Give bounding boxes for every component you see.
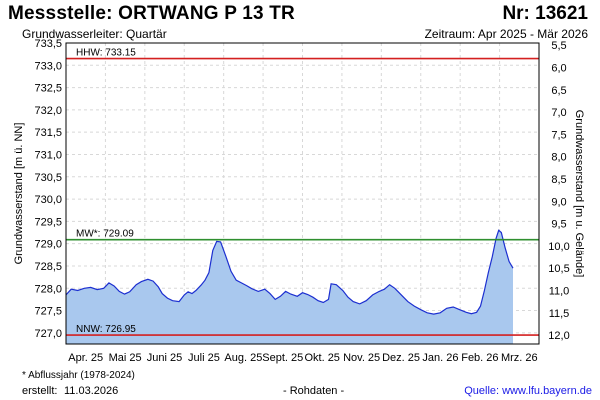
- y-tick-label-right: 6,0: [551, 63, 566, 75]
- x-tick-label: Apr. 25: [68, 352, 103, 364]
- station-number: Nr: 13621: [502, 3, 588, 24]
- created-date: 11.03.2026: [64, 385, 119, 397]
- y-tick-label-left: 730,5: [34, 172, 62, 184]
- y-tick-label-right: 11,0: [549, 285, 570, 297]
- x-tick-label: Aug. 25: [224, 352, 262, 364]
- x-tick-label: Mai 25: [109, 352, 142, 364]
- footnote: * Abflussjahr (1978-2024): [22, 370, 135, 381]
- y-tick-label-right: 11,5: [549, 308, 570, 320]
- y-tick-label-left: 733,5: [34, 38, 62, 50]
- x-tick-label: Okt. 25: [304, 352, 339, 364]
- y-tick-label-right: 6,5: [551, 85, 566, 97]
- plot-frame: [65, 42, 540, 345]
- y-tick-label-right: 8,0: [551, 152, 566, 164]
- y-tick-label-left: 728,5: [34, 261, 62, 273]
- y-tick-label-left: 729,0: [34, 239, 62, 251]
- x-tick-label: Juli 25: [188, 352, 220, 364]
- y-tick-label-right: 12,0: [548, 330, 569, 342]
- x-tick-label: Mrz. 26: [501, 352, 538, 364]
- raw-data-note: - Rohdaten -: [283, 385, 345, 397]
- y-tick-label-right: 8,5: [551, 174, 566, 186]
- y-tick-label-right: 10,5: [548, 263, 569, 275]
- reference-line-label: MW*: 729.09: [76, 229, 134, 240]
- created-label: erstellt:: [22, 385, 58, 397]
- y-axis-title-right: Grundwasserstand [m u. Gelände]: [573, 110, 585, 278]
- x-tick-label: Nov. 25: [343, 352, 380, 364]
- y-tick-label-right: 9,0: [551, 196, 566, 208]
- y-tick-label-left: 729,5: [34, 216, 62, 228]
- y-tick-label-left: 731,5: [34, 127, 62, 139]
- y-tick-label-right: 10,0: [548, 241, 569, 253]
- y-tick-label-left: 727,5: [34, 306, 62, 318]
- x-tick-label: Juni 25: [147, 352, 182, 364]
- y-tick-label-left: 732,0: [34, 105, 62, 117]
- x-tick-label: Sept. 25: [262, 352, 303, 364]
- y-tick-label-left: 730,0: [34, 194, 62, 206]
- y-axis-title-left: Grundwasserstand [m ü. NN]: [13, 123, 25, 265]
- groundwater-line: [65, 229, 514, 315]
- aquifer-label: Grundwasserleiter: Quartär: [22, 27, 167, 41]
- reference-line-label: NNW: 726.95: [76, 324, 136, 335]
- reference-line-label: HHW: 733.15: [76, 48, 136, 59]
- y-tick-label-left: 731,0: [34, 149, 62, 161]
- y-tick-label-left: 728,0: [34, 283, 62, 295]
- y-tick-label-right: 7,0: [551, 107, 566, 119]
- source-link[interactable]: Quelle: www.lfu.bayern.de: [464, 385, 592, 397]
- x-tick-label: Feb. 26: [461, 352, 498, 364]
- period-label: Zeitraum: Apr 2025 - Mär 2026: [424, 27, 588, 41]
- groundwater-area: [66, 230, 513, 344]
- y-tick-label-right: 5,5: [551, 40, 566, 52]
- y-tick-label-left: 727,0: [34, 328, 62, 340]
- y-tick-label-left: 732,5: [34, 83, 62, 95]
- x-tick-label: Dez. 25: [382, 352, 420, 364]
- y-tick-label-right: 9,5: [551, 219, 566, 231]
- station-title: Messstelle: ORTWANG P 13 TR: [8, 3, 295, 24]
- y-tick-label-left: 733,0: [34, 60, 62, 72]
- y-tick-label-right: 7,5: [551, 129, 566, 141]
- x-tick-label: Jan. 26: [422, 352, 458, 364]
